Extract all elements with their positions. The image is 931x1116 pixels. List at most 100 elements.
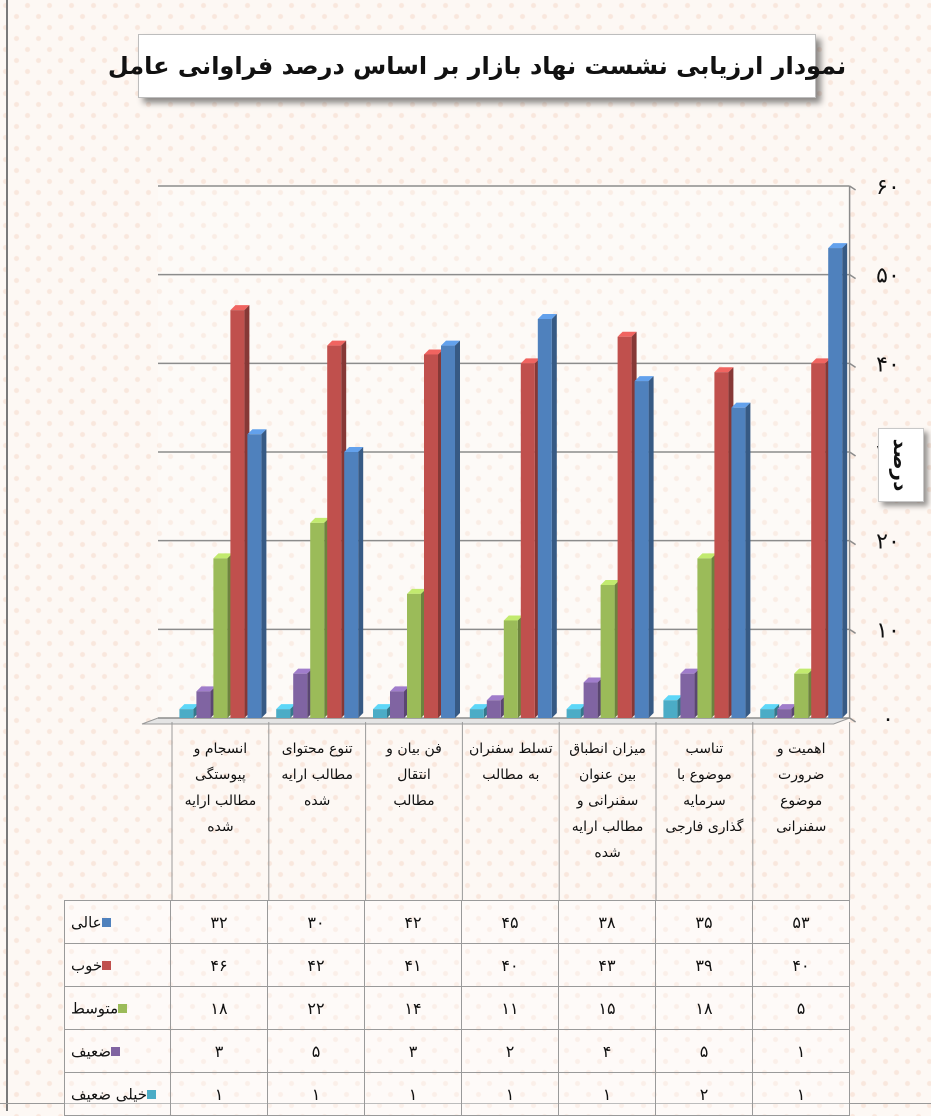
legend-label: خیلی ضعیف bbox=[71, 1085, 148, 1104]
bar-top bbox=[503, 615, 523, 621]
x-tick-label: سرمایه bbox=[683, 793, 726, 809]
legend-label: خوب bbox=[71, 956, 103, 975]
table-row: خیلی ضعیف ۱ ۱ ۱ ۱ ۱ ۲ ۱ bbox=[64, 1072, 850, 1116]
legend-label: ضعیف bbox=[71, 1042, 112, 1061]
bar-top bbox=[537, 314, 557, 319]
table-cell: ۳۸ bbox=[558, 900, 656, 944]
table-cell: ۴۰ bbox=[461, 943, 559, 987]
bar-side bbox=[261, 429, 267, 718]
x-tick-label: اهمیت و bbox=[776, 741, 826, 757]
bar bbox=[247, 434, 262, 718]
bar bbox=[760, 709, 775, 718]
bar-top bbox=[469, 704, 489, 710]
bar-side bbox=[774, 704, 780, 718]
x-tick-label: ضرورت bbox=[778, 767, 824, 783]
x-tick-label: پیوستگی bbox=[195, 766, 246, 783]
table-cell: ۴۵ bbox=[461, 900, 559, 944]
table-cell: ۵ bbox=[267, 1029, 365, 1073]
bar-side bbox=[551, 314, 557, 718]
bar-top bbox=[600, 580, 620, 585]
table-cell: ۱ bbox=[267, 1072, 365, 1116]
y-tick-label: ۲۰ bbox=[876, 530, 900, 555]
bar-top bbox=[327, 340, 347, 346]
table-cell: ۳۵ bbox=[655, 900, 753, 944]
table-cell: ۱۵ bbox=[558, 986, 656, 1030]
data-table: عالی ۳۲ ۳۰ ۴۲ ۴۵ ۳۸ ۳۵ ۵۳ خوب ۴۶ ۴۲ ۴۱ ۴۰ ۴۳ ۳۹ ۴۰ متوسط… bbox=[64, 900, 850, 1116]
x-tick-label: شده bbox=[207, 819, 233, 835]
bar bbox=[794, 673, 809, 718]
bar-top bbox=[566, 704, 586, 710]
gridline-depth bbox=[849, 451, 857, 457]
table-cell: ۳۹ bbox=[655, 943, 753, 987]
table-cell: ۴۲ bbox=[267, 943, 365, 987]
bar bbox=[537, 319, 552, 718]
y-axis-label: درصد bbox=[889, 438, 913, 492]
bar-top bbox=[617, 331, 637, 337]
bar bbox=[179, 709, 194, 718]
table-cell: ۳ bbox=[170, 1029, 268, 1073]
table-cell: ۴۶ bbox=[170, 943, 268, 987]
bar bbox=[486, 700, 501, 718]
gridline-depth bbox=[849, 717, 857, 723]
bar-top bbox=[276, 704, 296, 710]
y-axis-label-box: درصد bbox=[878, 428, 924, 502]
x-tick-label: مطالب bbox=[393, 793, 434, 809]
bar-top bbox=[247, 429, 267, 435]
table-cell: ۵ bbox=[655, 1029, 753, 1073]
legend-label: عالی bbox=[71, 913, 102, 932]
y-tick-label: ۶۰ bbox=[876, 175, 900, 200]
bar bbox=[407, 593, 421, 718]
x-tick-label: مطالب ارایه bbox=[572, 819, 644, 835]
x-tick-label: سفنرانی bbox=[776, 819, 826, 835]
x-tick-label: تسلط سفنران bbox=[469, 741, 553, 757]
x-tick-label: به مطالب bbox=[482, 767, 539, 783]
bar-top bbox=[680, 668, 700, 674]
bar bbox=[310, 522, 325, 718]
gridline-depth bbox=[849, 185, 857, 191]
bar-top bbox=[230, 305, 250, 311]
bar bbox=[293, 673, 308, 718]
x-tick-label: موضوع bbox=[780, 793, 822, 809]
table-cell: ۱ bbox=[364, 1072, 462, 1116]
table-cell: ۴۱ bbox=[364, 943, 462, 987]
table-cell: ۳۲ bbox=[170, 900, 268, 944]
bar-side bbox=[745, 402, 751, 718]
bar-top bbox=[714, 367, 734, 373]
bar-top bbox=[390, 686, 409, 692]
bar-top bbox=[811, 358, 831, 364]
x-tick-label: بین عنوان bbox=[579, 767, 636, 783]
bar-top bbox=[213, 553, 233, 559]
x-tick-label: میزان انطباق bbox=[569, 741, 646, 757]
legend-swatch bbox=[147, 1090, 157, 1100]
table-row: متوسط ۱۸ ۲۲ ۱۴ ۱۱ ۱۵ ۱۸ ۵ bbox=[64, 986, 850, 1030]
x-tick-label: تنوع محتوای bbox=[282, 741, 353, 757]
bar-top bbox=[663, 695, 683, 701]
bar bbox=[344, 452, 359, 718]
x-tick-label: انتقال bbox=[397, 767, 431, 783]
bar bbox=[566, 709, 581, 718]
table-cell: ۲ bbox=[461, 1029, 559, 1073]
bar-top bbox=[634, 376, 654, 382]
table-cell: ۱۴ bbox=[364, 986, 462, 1030]
table-cell: ۴۲ bbox=[364, 900, 462, 944]
bar bbox=[441, 345, 455, 718]
legend-swatch bbox=[101, 918, 111, 928]
bar bbox=[663, 700, 678, 718]
table-cell: ۳ bbox=[364, 1029, 462, 1073]
bar-top bbox=[179, 704, 199, 710]
bar bbox=[503, 620, 518, 718]
table-cell: ۱ bbox=[752, 1029, 850, 1073]
table-cell: ۵ bbox=[752, 986, 850, 1030]
bar bbox=[634, 381, 649, 718]
bar-top bbox=[196, 686, 216, 692]
bar-top bbox=[293, 668, 313, 674]
bar bbox=[196, 691, 211, 718]
bar-side bbox=[842, 243, 848, 719]
bar bbox=[390, 691, 404, 718]
x-tick-label: فن بیان و bbox=[385, 741, 442, 757]
bar-top bbox=[373, 704, 392, 710]
legend-swatch bbox=[111, 1047, 121, 1057]
legend-cell: خوب bbox=[64, 943, 171, 987]
bar-top bbox=[310, 517, 330, 523]
